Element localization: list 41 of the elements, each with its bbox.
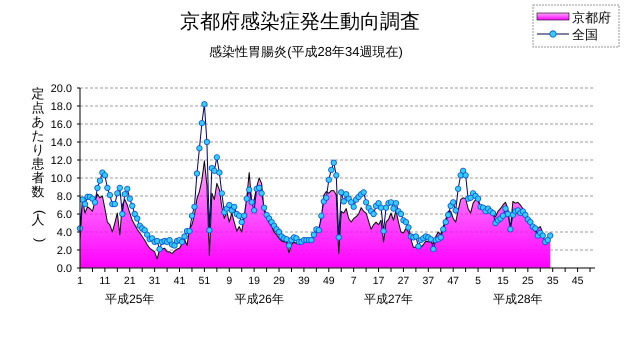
y-tick-label: 20.0 [50,83,72,95]
x-tick-label: 7 [350,275,357,287]
chart-subtitle: 感染性胃腸炎(平成28年34週現在) [209,44,403,59]
x-tick-label: 25 [522,275,534,287]
text: 平成27年 [364,292,414,306]
legend-label: 京都府 [572,10,611,25]
y-tick-label: 4.0 [56,227,72,239]
x-tick-label: 31 [148,275,161,287]
y-tick-label: 14.0 [50,137,72,149]
y-tick-label: 10.0 [50,173,72,185]
x-tick-label: 1 [77,275,84,287]
text: 平成28年 [493,292,543,306]
x-tick-label: 39 [298,275,310,287]
text: 平成25年 [105,292,154,306]
y-tick-label: 8.0 [56,191,72,203]
y-tick-label: 0.0 [56,263,72,275]
x-tick-label: 27 [398,275,410,287]
x-tick-label: 15 [497,275,509,287]
x-tick-label: 51 [198,275,210,287]
x-tick-label: 5 [475,275,482,287]
y-tick-label: 6.0 [56,209,72,221]
x-tick-label: 41 [174,275,186,287]
x-tick-label: 19 [248,275,260,287]
text: 平成26年 [234,292,284,306]
y-tick-label: 2.0 [56,245,72,257]
x-tick-label: 47 [447,275,460,287]
y-tick-label: 12.0 [50,155,72,167]
y-tick-label: 16.0 [50,119,72,131]
x-tick-label: 29 [273,275,286,287]
y-tick-label: 18.0 [50,101,72,113]
x-tick-label: 45 [572,275,584,287]
text: 定点あたり患者数(人) [32,86,48,242]
x-tick-label: 17 [372,275,385,287]
x-tick-label: 9 [226,275,232,287]
legend-label: 全国 [572,27,598,42]
x-tick-label: 21 [124,275,136,287]
x-tick-label: 37 [422,275,434,287]
x-tick-label: 35 [546,275,559,287]
x-tick-label: 11 [99,275,110,287]
x-tick-label: 49 [322,275,335,287]
chart-title: 京都府感染症発生動向調査 [180,11,420,33]
